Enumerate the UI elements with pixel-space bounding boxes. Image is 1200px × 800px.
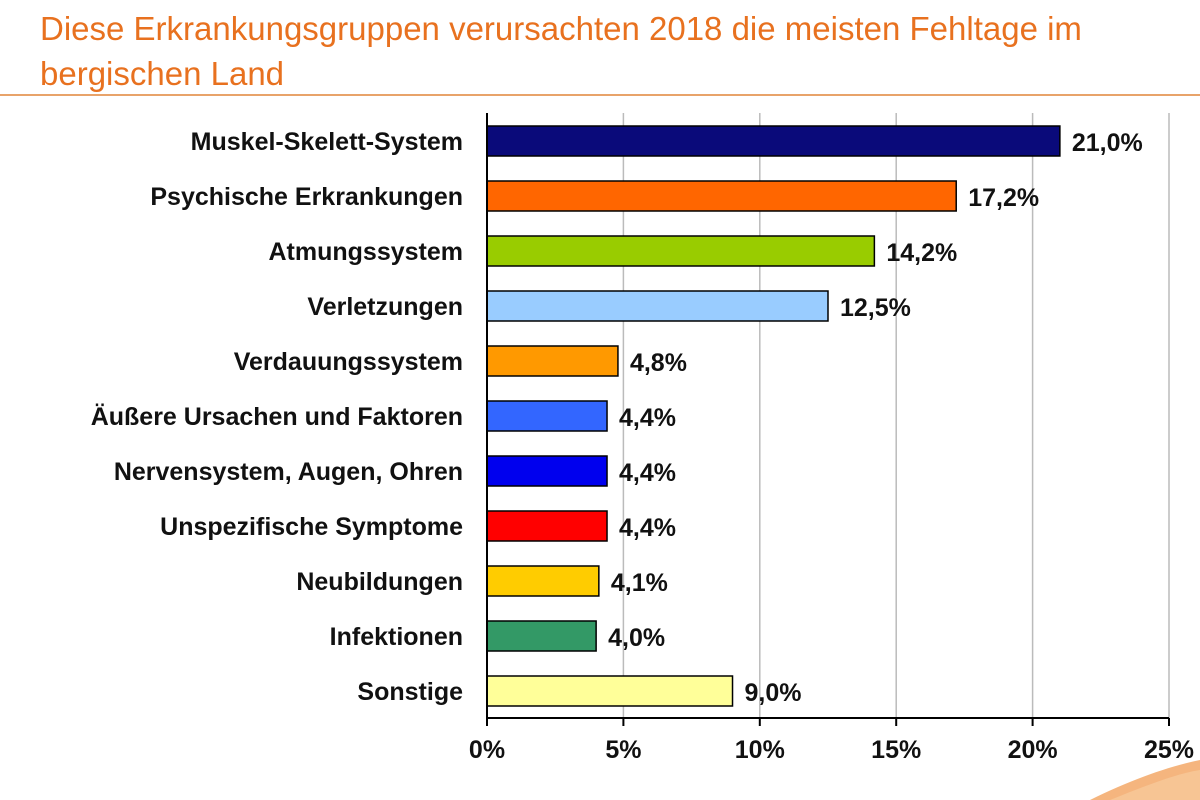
category-label: Nervensystem, Augen, Ohren xyxy=(114,458,463,486)
value-label: 4,4% xyxy=(619,514,676,542)
category-label: Verletzungen xyxy=(307,293,463,321)
x-tick-label: 20% xyxy=(1008,736,1058,764)
value-label: 4,0% xyxy=(608,624,665,652)
value-label: 9,0% xyxy=(745,679,802,707)
bar xyxy=(486,675,734,707)
value-label: 4,1% xyxy=(611,569,668,597)
category-label: Atmungssystem xyxy=(269,238,464,266)
gridlines xyxy=(622,113,1170,718)
bar xyxy=(486,620,597,652)
category-labels: Muskel-Skelett-System Psychische Erkranku… xyxy=(91,128,463,706)
category-label: Neubildungen xyxy=(296,568,463,596)
x-tick-label: 5% xyxy=(605,736,641,764)
corner-swoosh-decoration xyxy=(1090,760,1200,800)
category-label: Muskel-Skelett-System xyxy=(191,128,463,156)
value-labels: 21,0% 17,2% 14,2% 12,5% 4,8% 4,4% 4,4% 4,4% 4,1%… xyxy=(608,129,1143,707)
value-label: 12,5% xyxy=(840,294,911,322)
title-divider xyxy=(0,94,1200,96)
category-label: Äußere Ursachen und Faktoren xyxy=(91,403,463,431)
category-label: Verdauungssystem xyxy=(234,348,463,376)
bar xyxy=(486,290,829,322)
value-label: 21,0% xyxy=(1072,129,1143,157)
bar xyxy=(486,235,876,267)
value-label: 17,2% xyxy=(968,184,1039,212)
x-tick-label: 10% xyxy=(735,736,785,764)
bar xyxy=(486,345,619,377)
x-tick-label: 25% xyxy=(1144,736,1194,764)
x-tick-label: 15% xyxy=(871,736,921,764)
bar xyxy=(486,400,608,432)
bar xyxy=(486,510,608,542)
category-label: Sonstige xyxy=(357,678,463,706)
category-label: Infektionen xyxy=(330,623,463,651)
category-label: Unspezifische Symptome xyxy=(160,513,463,541)
value-label: 4,4% xyxy=(619,459,676,487)
x-tick-label: 0% xyxy=(469,736,505,764)
bar xyxy=(486,565,600,597)
x-axis: 0% 5% 10% 15% 20% 25% xyxy=(469,113,1194,764)
chart-title: Diese Erkrankungsgruppen verursachten 20… xyxy=(40,10,1082,92)
value-label: 4,8% xyxy=(630,349,687,377)
category-label: Psychische Erkrankungen xyxy=(150,183,463,211)
value-label: 4,4% xyxy=(619,404,676,432)
bar xyxy=(486,455,608,487)
bars xyxy=(486,125,1061,707)
value-label: 14,2% xyxy=(886,239,957,267)
bar xyxy=(486,125,1061,157)
bar xyxy=(486,180,957,212)
